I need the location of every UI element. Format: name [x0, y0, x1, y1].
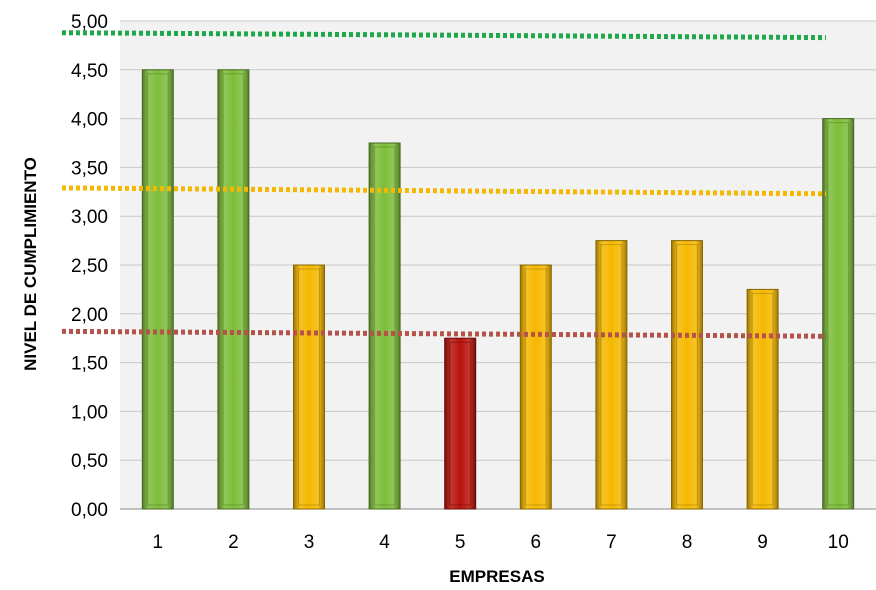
reference-line — [61, 30, 827, 41]
bar — [746, 288, 779, 510]
reference-line — [61, 185, 827, 197]
x-tick-label: 7 — [606, 532, 617, 553]
x-tick-label: 4 — [379, 532, 390, 553]
y-tick-labels: 0,00 0,50 1,00 1,50 2,00 2,50 3,00 3,50 4,00 4,50… — [71, 12, 108, 521]
y-tick-label: 3,50 — [71, 158, 108, 179]
y-tick-label: 3,00 — [71, 207, 108, 228]
x-tick-label: 6 — [531, 532, 542, 553]
y-tick-label: 1,00 — [71, 402, 108, 423]
y-tick-label: 1,50 — [71, 354, 108, 375]
x-tick-label: 1 — [153, 532, 164, 553]
bar — [671, 240, 703, 510]
reference-line — [61, 328, 827, 339]
x-axis-title: EMPRESAS — [449, 567, 544, 586]
y-tick-label: 4,00 — [71, 110, 108, 131]
y-tick-label: 2,00 — [71, 305, 108, 326]
x-tick-label: 8 — [682, 532, 693, 553]
reference-lines — [61, 30, 827, 339]
y-tick-label: 0,00 — [71, 500, 108, 521]
bar — [822, 118, 855, 510]
bar — [444, 337, 477, 510]
x-tick-label: 10 — [828, 532, 849, 553]
y-tick-label: 5,00 — [71, 12, 108, 33]
bar — [141, 69, 174, 510]
bars — [141, 69, 855, 510]
bar — [595, 240, 628, 510]
x-tick-label: 3 — [304, 532, 315, 553]
bar — [368, 142, 401, 510]
y-axis-title: NIVEL DE CUMPLIMIENTO — [21, 157, 40, 371]
bar — [293, 264, 325, 510]
y-tick-label: 4,50 — [71, 61, 108, 82]
y-tick-label: 0,50 — [71, 451, 108, 472]
x-tick-label: 5 — [455, 532, 466, 553]
x-tick-label: 9 — [757, 532, 768, 553]
bar — [217, 69, 250, 510]
x-tick-label: 2 — [228, 532, 239, 553]
x-tick-labels: 1 2 3 4 5 6 7 8 9 10 — [153, 532, 849, 553]
y-tick-label: 2,50 — [71, 256, 108, 277]
bar — [519, 264, 552, 510]
